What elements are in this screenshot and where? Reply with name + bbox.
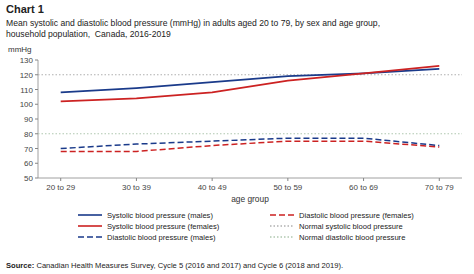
x-tick-label: 60 to 69 bbox=[349, 183, 378, 192]
y-tick-label: 90 bbox=[24, 115, 33, 124]
y-tick-label: 50 bbox=[24, 174, 33, 183]
x-axis bbox=[38, 178, 462, 179]
x-tick bbox=[60, 178, 61, 181]
legend-swatch bbox=[78, 225, 102, 227]
series-line bbox=[61, 69, 440, 93]
y-tick bbox=[35, 74, 38, 75]
x-tick bbox=[212, 178, 213, 181]
y-tick bbox=[35, 133, 38, 134]
x-tick bbox=[287, 178, 288, 181]
y-tick-label: 70 bbox=[24, 145, 33, 154]
title: Chart 1 bbox=[6, 3, 44, 15]
legend-swatch bbox=[270, 214, 294, 216]
y-tick-label: 80 bbox=[24, 130, 33, 139]
y-tick-label: 60 bbox=[24, 159, 33, 168]
y-axis bbox=[38, 60, 39, 178]
x-tick-label: 20 to 29 bbox=[46, 183, 75, 192]
y-tick bbox=[35, 148, 38, 149]
y-tick-label: 110 bbox=[20, 86, 33, 95]
legend-entry: Normal diastolic blood pressure bbox=[299, 233, 405, 242]
source: Source: Canadian Health Measures Survey,… bbox=[6, 261, 343, 270]
legend-entry: Diastolic blood pressure (males) bbox=[107, 233, 216, 242]
plot-area bbox=[38, 66, 462, 152]
legend-swatch bbox=[78, 236, 102, 238]
source-text: Source: bbox=[6, 261, 34, 270]
legend-swatch bbox=[78, 214, 102, 216]
y-tick bbox=[35, 60, 38, 61]
x-tick bbox=[363, 178, 364, 181]
y-tick-label: 130 bbox=[20, 56, 34, 65]
reference-line bbox=[38, 133, 462, 134]
legend-entry: Diastolic blood pressure (females) bbox=[299, 211, 414, 220]
legend-swatch bbox=[270, 225, 294, 226]
x-tick-label: 70 to 79 bbox=[425, 183, 454, 192]
x-tick bbox=[439, 178, 440, 181]
x-tick-label: 40 to 49 bbox=[198, 183, 227, 192]
legend-entry: Normal systolic blood pressure bbox=[299, 222, 403, 231]
y-axis-label: mmHg bbox=[8, 45, 32, 54]
x-tick bbox=[136, 178, 137, 181]
series-line bbox=[61, 66, 440, 101]
legend-swatch bbox=[270, 236, 294, 237]
y-tick bbox=[35, 178, 38, 179]
reference-line bbox=[38, 74, 462, 75]
subtitle: Mean systolic and diastolic blood pressu… bbox=[6, 18, 380, 28]
x-axis-label: age group bbox=[231, 194, 269, 204]
y-tick bbox=[35, 89, 38, 90]
chart: Chart 1 Mean systolic and diastolic blood… bbox=[0, 0, 474, 274]
y-tick bbox=[35, 119, 38, 120]
y-tick-label: 120 bbox=[20, 71, 34, 80]
legend-entry: Systolic blood pressure (females) bbox=[107, 222, 220, 231]
series-line bbox=[61, 141, 440, 151]
y-tick-label: 100 bbox=[20, 100, 34, 109]
y-tick bbox=[35, 163, 38, 164]
legend: Systolic blood pressure (males) Systolic … bbox=[78, 211, 414, 242]
source-text: Canadian Health Measures Survey, Cycle 5… bbox=[34, 261, 343, 270]
x-tick-label: 50 to 59 bbox=[273, 183, 302, 192]
y-tick bbox=[35, 104, 38, 105]
subtitle: household population, Canada, 2016-2019 bbox=[6, 29, 171, 39]
legend-entry: Systolic blood pressure (males) bbox=[107, 211, 213, 220]
x-tick-label: 30 to 39 bbox=[122, 183, 151, 192]
